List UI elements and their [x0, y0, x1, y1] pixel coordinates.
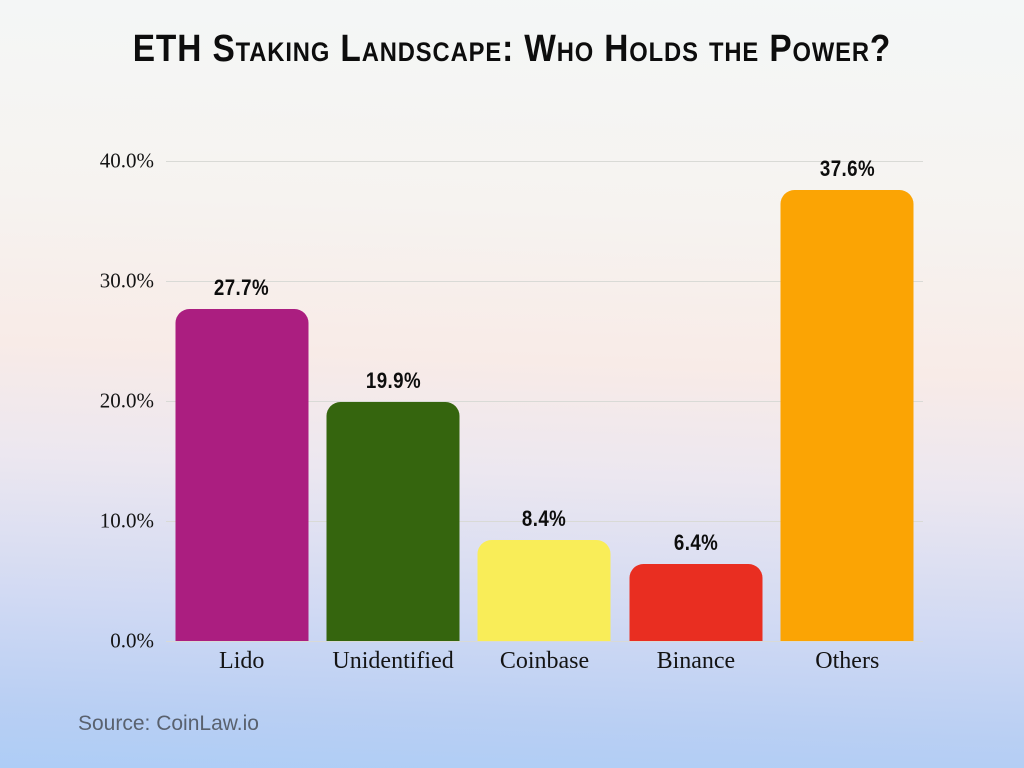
category-label-lido: Lido: [219, 648, 265, 674]
bar-value-label-lido: 27.7%: [142, 275, 342, 301]
gridline-20: [166, 401, 923, 402]
bar-value-text: 37.6%: [819, 155, 875, 181]
y-tick-label-10: 10.0%: [99, 508, 154, 533]
chart-title: ETH Staking Landscape: Who Holds the Pow…: [132, 28, 892, 70]
bar-value-label-unidentified: 19.9%: [293, 368, 493, 394]
bar-value-label-others: 37.6%: [747, 156, 947, 182]
bar-others: [780, 189, 914, 641]
y-tick-label-0: 0.0%: [110, 628, 154, 653]
bar-slot-unidentified: 19.9% Unidentified: [317, 161, 468, 674]
bar-slot-others: 37.6% Others: [772, 156, 923, 674]
plot-area: 0.0% 10.0% 20.0% 30.0% 40.0% 27.7% Lido 19.9% Un…: [100, 149, 923, 674]
category-label-coinbase: Coinbase: [499, 648, 590, 674]
bar-slot-coinbase: 8.4% Coinbase: [469, 161, 620, 674]
category-label-binance: Binance: [656, 648, 736, 674]
gridline-10: [166, 521, 923, 522]
bar-unidentified: [326, 402, 460, 641]
gridline-0: [166, 641, 923, 642]
category-label-unidentified: Unidentified: [332, 648, 454, 674]
bar-binance: [629, 564, 763, 641]
y-tick-label-40: 40.0%: [99, 148, 154, 173]
category-label-others: Others: [815, 648, 880, 674]
y-tick-label-20: 20.0%: [99, 388, 154, 413]
bar-value-label-coinbase: 8.4%: [444, 506, 644, 532]
bar-value-text: 8.4%: [522, 506, 567, 532]
bar-value-text: 27.7%: [214, 274, 270, 300]
source-note: Source: CoinLaw.io: [78, 712, 259, 735]
bar-slot-binance: 6.4% Binance: [620, 161, 771, 674]
bar-value-text: 19.9%: [365, 368, 421, 394]
bar-value-label-binance: 6.4%: [596, 530, 796, 556]
bar-value-text: 6.4%: [673, 530, 719, 556]
bar-coinbase: [477, 540, 611, 641]
gridline-40: [166, 161, 923, 162]
bar-slot-lido: 27.7% Lido: [166, 161, 317, 674]
y-tick-label-30: 30.0%: [99, 268, 154, 293]
gridline-30: [166, 281, 923, 282]
bar-lido: [175, 308, 309, 641]
